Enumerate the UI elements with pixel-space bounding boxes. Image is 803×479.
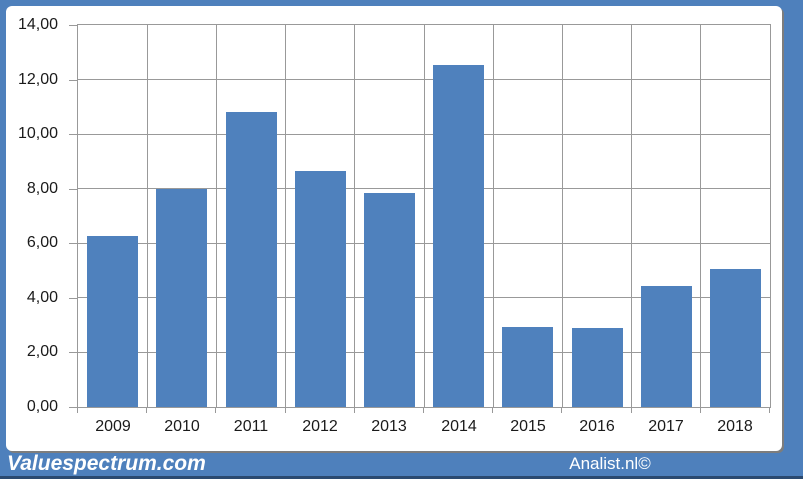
bar-2012	[295, 171, 346, 407]
y-axis-tick	[69, 407, 77, 408]
bar-2010	[156, 189, 207, 407]
x-axis-tick	[146, 408, 147, 413]
y-axis-tick-label: 0,00	[26, 398, 58, 415]
y-axis-tick	[69, 80, 77, 81]
y-axis-tick	[69, 189, 77, 190]
x-axis-tick	[769, 408, 770, 413]
v-gridline	[354, 25, 356, 407]
x-axis-tick	[561, 408, 562, 413]
x-axis-tick	[215, 408, 216, 413]
v-gridline	[146, 25, 148, 407]
x-axis-tick	[77, 408, 78, 413]
y-axis-tick-label: 4,00	[26, 289, 58, 306]
x-axis-tick	[700, 408, 701, 413]
x-axis-tick-label: 2017	[648, 418, 684, 435]
bar-2017	[641, 286, 692, 407]
x-axis-tick-label: 2010	[164, 418, 200, 435]
y-axis-tick	[69, 134, 77, 135]
valuespectrum-wordmark: Valuespectrum.com	[7, 452, 206, 475]
bar-2014	[433, 65, 484, 407]
y-axis-tick-label: 10,00	[17, 125, 58, 142]
x-axis-tick-label: 2013	[371, 418, 407, 435]
chart-card: 0,00 2,00 4,00 6,00 8,00 10,00 12,00 14,00 2009 2…	[6, 6, 782, 451]
y-axis-tick-label: 8,00	[26, 180, 58, 197]
x-axis-tick-label: 2016	[579, 418, 615, 435]
v-gridline	[215, 25, 217, 407]
bar-2013	[364, 193, 415, 407]
v-gridline	[423, 25, 425, 407]
bar-2011	[226, 112, 277, 407]
y-axis-tick-label: 6,00	[26, 234, 58, 251]
x-axis-tick	[492, 408, 493, 413]
y-axis-tick	[69, 25, 77, 26]
plot-area	[77, 24, 771, 408]
bar-2018	[710, 269, 761, 407]
y-axis-tick	[69, 298, 77, 299]
bar-2016	[572, 328, 623, 407]
y-axis-tick-label: 2,00	[26, 343, 58, 360]
y-axis-tick	[69, 352, 77, 353]
bar-2009	[87, 236, 138, 407]
v-gridline	[700, 25, 702, 407]
x-axis-tick-label: 2011	[233, 418, 269, 435]
v-gridline	[561, 25, 563, 407]
x-axis-tick-label: 2012	[302, 418, 338, 435]
y-axis-tick-label: 12,00	[17, 71, 58, 88]
bottom-edge-strip	[0, 476, 803, 479]
v-gridline	[492, 25, 494, 407]
x-axis-tick-label: 2009	[95, 418, 131, 435]
y-axis-tick	[69, 243, 77, 244]
x-axis-tick-label: 2014	[441, 418, 477, 435]
x-axis-tick	[631, 408, 632, 413]
x-axis-tick-label: 2015	[510, 418, 546, 435]
x-axis-tick	[423, 408, 424, 413]
y-axis-tick-label: 14,00	[17, 16, 58, 33]
bar-2015	[502, 327, 553, 407]
v-gridline	[285, 25, 287, 407]
v-gridline	[631, 25, 633, 407]
analist-wordmark: Analist.nl©	[569, 454, 651, 473]
x-axis-tick	[354, 408, 355, 413]
x-axis-tick-label: 2018	[717, 418, 753, 435]
x-axis-tick	[285, 408, 286, 413]
